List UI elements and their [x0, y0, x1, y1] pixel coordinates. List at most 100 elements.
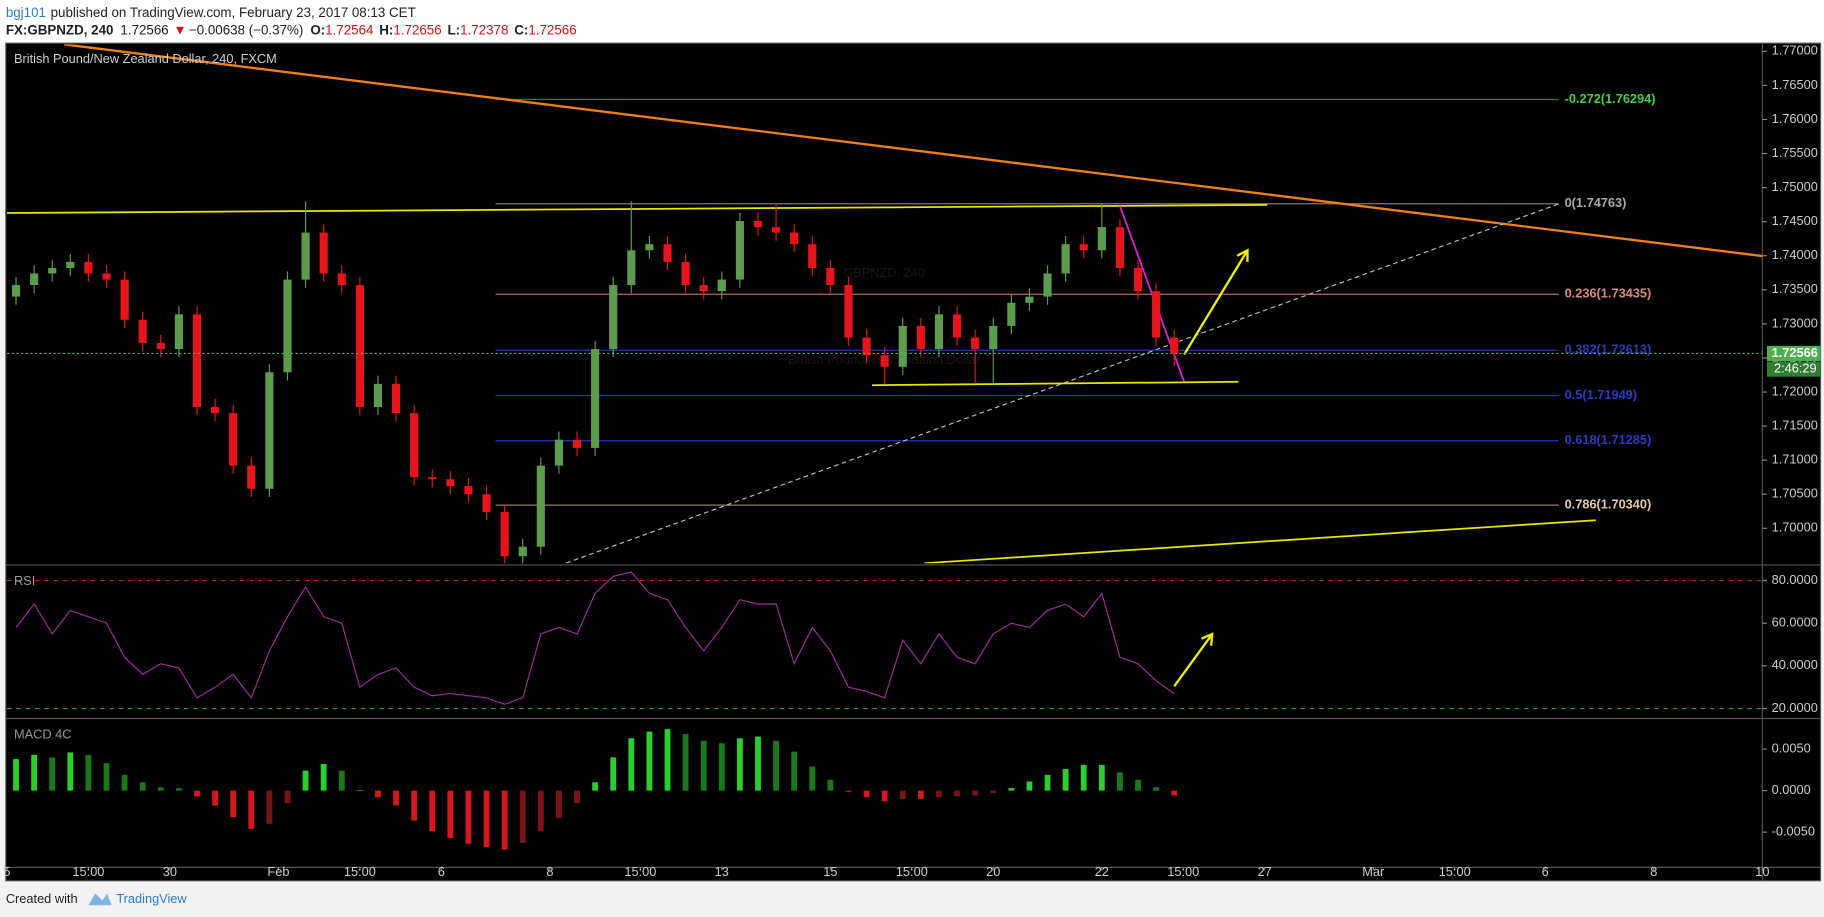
macd-bar: [972, 790, 979, 796]
y-tick-label: 1.71500: [1772, 417, 1818, 432]
user[interactable]: bgj101: [6, 5, 46, 20]
macd-bar: [628, 738, 635, 791]
candle-body: [500, 511, 509, 557]
candle-body: [11, 285, 21, 297]
y-tick-label: 1.77000: [1772, 43, 1818, 58]
watermark: GBPNZD, 240: [843, 265, 925, 280]
y-tick-label: 0.0050: [1772, 740, 1811, 755]
rsi-pane: [6, 571, 1763, 710]
countdown-box: [1767, 361, 1821, 377]
candle-body: [229, 413, 238, 466]
macd-bar: [49, 757, 56, 791]
y-tick-label: -0.0050: [1772, 824, 1815, 839]
y-tick-label: 1.72000: [1772, 383, 1818, 398]
macd-bar: [1062, 769, 1069, 791]
macd-bar: [1171, 790, 1178, 796]
macd-bar: [1008, 788, 1015, 791]
candle-body: [572, 439, 582, 448]
candle-body: [753, 220, 763, 228]
candle-body: [808, 244, 817, 269]
trend-line: [1183, 249, 1249, 356]
fib-label: 0.786(1.70340): [1565, 497, 1652, 512]
x-tick-label: 15:00: [1439, 864, 1471, 879]
macd-bar: [338, 770, 345, 791]
candle-body: [880, 355, 889, 367]
macd-bar: [917, 790, 924, 799]
footer-brand[interactable]: TradingView: [116, 891, 187, 906]
candle-body: [518, 546, 527, 557]
ohlc-value: 1.72566: [528, 22, 576, 37]
x-tick-label: 15:00: [1167, 864, 1199, 879]
quote-line: FX:GBPNZD, 240 1.72566 ▼ −0.00638 (−0.37%) O…: [6, 22, 577, 37]
macd-bar: [809, 766, 816, 791]
candle-body: [952, 314, 962, 338]
y-tick-label: 1.70500: [1772, 486, 1818, 501]
candle-body: [102, 273, 111, 280]
macd-bar: [320, 764, 327, 791]
macd-bar: [284, 790, 291, 804]
footer-bar: [0, 881, 1824, 917]
y-tick-label: 1.76000: [1772, 111, 1818, 126]
symbol: FX:GBPNZD, 240: [6, 22, 114, 37]
macd-bar: [537, 790, 544, 832]
candle-body: [174, 314, 183, 350]
candle-body: [482, 494, 491, 512]
macd-bar: [954, 790, 960, 797]
ohlc-value: 1.72564: [325, 22, 374, 37]
x-tick-label: 15:00: [72, 864, 104, 879]
candle-body: [211, 407, 220, 414]
candle-body: [265, 372, 274, 489]
x-tick-label: 13: [715, 864, 729, 879]
macd-bar: [1026, 781, 1033, 791]
arrow-head: [1201, 632, 1214, 646]
ohlc-value: 1.72656: [393, 22, 441, 37]
macd-bar: [393, 790, 399, 806]
y-tick-label: 1.75500: [1772, 145, 1818, 160]
fib-label: 0.618(1.71285): [1565, 432, 1652, 447]
ohlc-key: C:: [514, 22, 528, 37]
candle-body: [934, 314, 944, 350]
macd-bar: [610, 757, 617, 791]
macd-bar: [682, 734, 689, 791]
fib-label: 0.236(1.73435): [1565, 286, 1652, 301]
candle-body: [301, 232, 310, 280]
candle-body: [48, 268, 57, 274]
candle-body: [1097, 227, 1106, 251]
x-tick-label: 15:00: [624, 864, 656, 879]
logo: [88, 893, 112, 906]
macd-bar: [519, 790, 526, 843]
y-tick-label: 1.76500: [1772, 77, 1818, 92]
y-tick-label: 20.0000: [1772, 700, 1818, 715]
macd-bar: [592, 782, 599, 791]
macd-bar: [646, 731, 653, 791]
macd-bar: [700, 740, 707, 791]
last-price-label: 1.72566: [1772, 345, 1818, 360]
y-tick-label: 60.0000: [1772, 615, 1818, 630]
candle-body: [591, 349, 600, 448]
macd-bar: [1117, 772, 1123, 791]
ohlc-key: O:: [310, 22, 325, 37]
candle-body: [192, 314, 202, 408]
macd-bar: [1044, 774, 1051, 791]
macd-bar: [1080, 764, 1087, 791]
x-tick-label: 6: [1542, 864, 1549, 879]
candle-body: [989, 325, 998, 350]
candle-body: [30, 273, 39, 286]
x-tick-label: 30: [163, 864, 177, 879]
macd-bar: [103, 763, 110, 791]
macd-bar: [230, 790, 237, 818]
countdown: 2:46:29: [1774, 361, 1817, 376]
candle-body: [681, 261, 690, 286]
macd-bar: [556, 790, 562, 819]
candle-body: [645, 244, 654, 251]
y-tick-label: 1.74500: [1772, 213, 1818, 228]
candle-body: [862, 337, 871, 356]
candle-body: [373, 383, 383, 408]
candle-body: [790, 232, 799, 245]
pane-title: British Pound/New Zealand Dollar, 240, F…: [14, 51, 277, 66]
x-tick-label: Feb: [267, 864, 289, 879]
candle-body: [663, 244, 672, 262]
macd-bar: [447, 790, 454, 838]
candle-body: [337, 273, 346, 286]
